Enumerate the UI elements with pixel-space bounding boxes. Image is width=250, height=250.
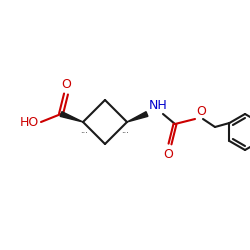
Polygon shape (127, 112, 148, 122)
Text: HO: HO (20, 116, 39, 128)
Text: ...: ... (80, 126, 88, 135)
Polygon shape (60, 112, 83, 122)
Text: O: O (61, 78, 71, 91)
Text: NH: NH (149, 99, 168, 112)
Text: ...: ... (121, 126, 129, 135)
Text: O: O (163, 148, 173, 161)
Text: O: O (196, 105, 206, 118)
